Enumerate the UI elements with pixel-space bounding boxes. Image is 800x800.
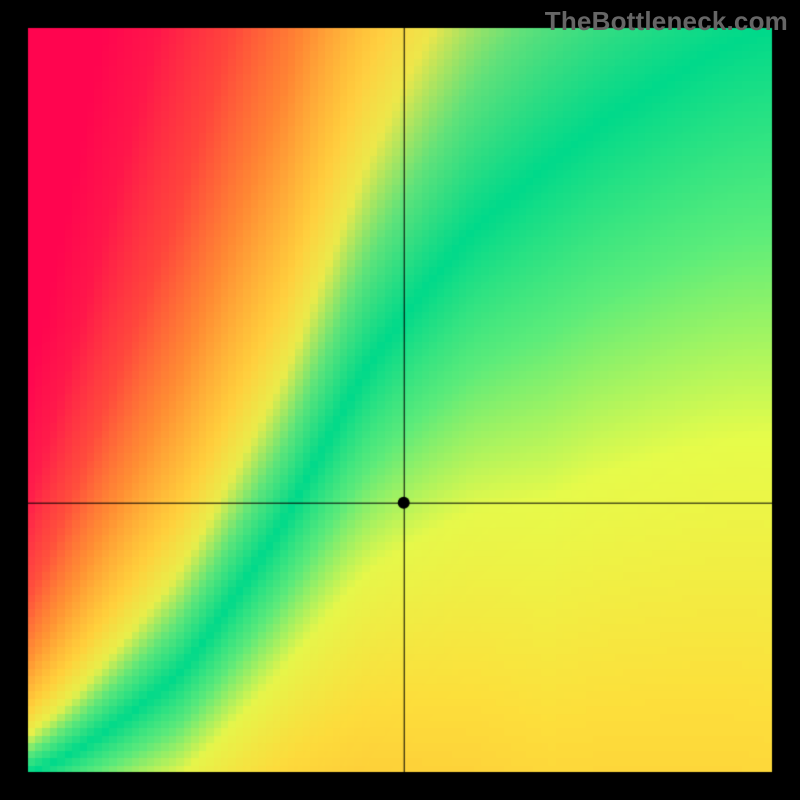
watermark-text: TheBottleneck.com xyxy=(545,6,788,37)
bottleneck-heatmap xyxy=(0,0,800,800)
chart-container: TheBottleneck.com xyxy=(0,0,800,800)
